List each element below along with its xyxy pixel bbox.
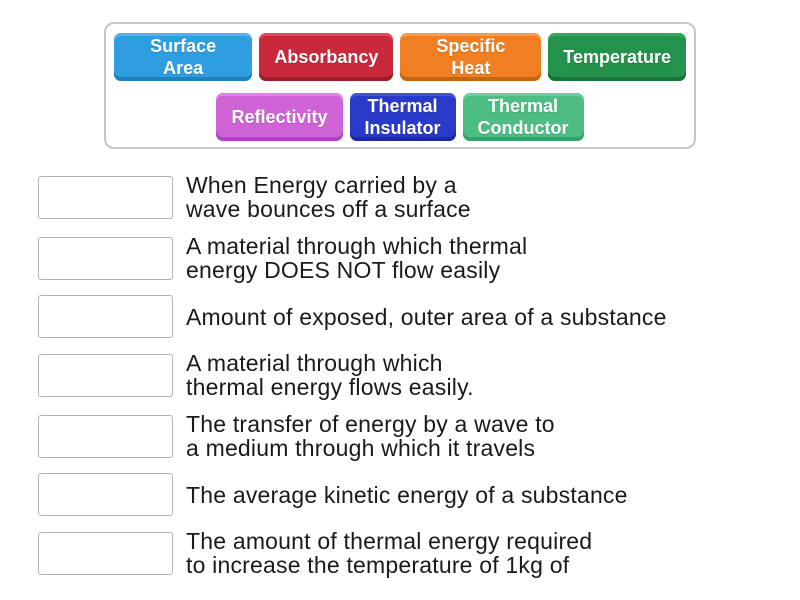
definition-text: The transfer of energy by a wave to a me… <box>186 411 555 461</box>
drop-zone[interactable] <box>38 353 173 397</box>
word-tile-thermal-insulator[interactable]: Thermal Insulator <box>349 93 456 141</box>
match-row: A material through which thermal energy … <box>38 351 800 399</box>
match-row: The average kinetic energy of a substanc… <box>38 473 800 516</box>
drop-zone[interactable] <box>38 473 173 516</box>
match-row: Amount of exposed, outer area of a subst… <box>38 295 800 338</box>
word-tile-temperature[interactable]: Temperature <box>548 33 686 81</box>
word-tile-reflectivity[interactable]: Reflectivity <box>216 93 343 141</box>
word-bank-row-2: Reflectivity Thermal Insulator Thermal Con… <box>114 93 686 141</box>
definition-text: A material through which thermal energy … <box>186 350 474 400</box>
definition-text: The amount of thermal energy required to… <box>186 528 593 578</box>
match-row: When Energy carried by a wave bounces of… <box>38 173 800 221</box>
drop-zone[interactable] <box>38 236 173 280</box>
match-row: The amount of thermal energy required to… <box>38 529 800 577</box>
word-bank-row-1: Surface Area Absorbancy Specific Heat Tempe… <box>114 33 686 81</box>
definition-text: Amount of exposed, outer area of a subst… <box>186 303 667 330</box>
match-row: The transfer of energy by a wave to a me… <box>38 412 800 460</box>
match-up-activity: Surface Area Absorbancy Specific Heat Tempe… <box>0 22 800 577</box>
drop-zone[interactable] <box>38 414 173 458</box>
definition-text: The average kinetic energy of a substanc… <box>186 481 628 508</box>
match-row: A material through which thermal energy … <box>38 234 800 282</box>
word-bank-panel: Surface Area Absorbancy Specific Heat Tempe… <box>104 22 696 149</box>
drop-zone[interactable] <box>38 295 173 338</box>
match-list: When Energy carried by a wave bounces of… <box>38 173 800 577</box>
definition-text: A material through which thermal energy … <box>186 233 528 283</box>
definition-text: When Energy carried by a wave bounces of… <box>186 172 471 222</box>
drop-zone[interactable] <box>38 531 173 575</box>
word-tile-thermal-conductor[interactable]: Thermal Conductor <box>462 93 584 141</box>
drop-zone[interactable] <box>38 175 173 219</box>
word-tile-specific-heat[interactable]: Specific Heat <box>400 33 542 81</box>
word-tile-absorbancy[interactable]: Absorbancy <box>259 33 394 81</box>
word-tile-surface-area[interactable]: Surface Area <box>114 33 253 81</box>
